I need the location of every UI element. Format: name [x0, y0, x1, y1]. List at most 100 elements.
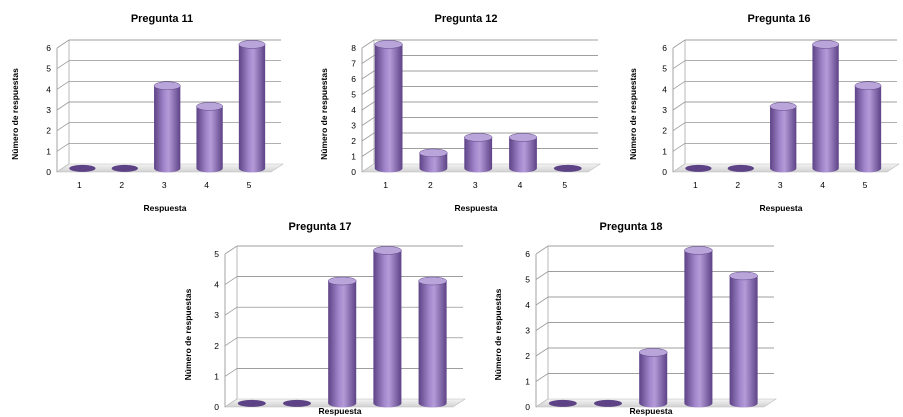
- grid-depth: [361, 117, 375, 126]
- grid-depth: [672, 39, 686, 49]
- y-tick-label: 5: [214, 249, 219, 259]
- grid-depth: [361, 55, 375, 64]
- x-tick-label: 5: [863, 180, 868, 190]
- x-tick-label: 1: [557, 415, 562, 417]
- y-tick-label: 1: [662, 146, 667, 156]
- x-tick-label: 5: [247, 180, 252, 190]
- bar-base: [282, 399, 312, 407]
- grid-depth: [672, 81, 686, 90]
- bar: [548, 399, 577, 407]
- bar: [111, 164, 138, 172]
- y-tick-label: 2: [525, 351, 530, 361]
- bar-top: [418, 276, 447, 286]
- x-tick-label: 5: [562, 180, 567, 190]
- bar-body: [196, 106, 223, 173]
- bar: [685, 164, 712, 172]
- bar: [238, 40, 266, 173]
- bar-top: [238, 40, 266, 49]
- y-tick-label: 6: [351, 74, 356, 84]
- y-tick-label: 5: [525, 275, 530, 285]
- x-tick-label: 4: [693, 415, 698, 417]
- bar-base: [237, 399, 266, 407]
- y-tick-label: 0: [46, 167, 51, 177]
- bar: [464, 133, 493, 173]
- bar-body: [854, 85, 882, 173]
- y-tick-label: 5: [662, 64, 667, 74]
- x-axis-label: Respuesta: [455, 203, 498, 213]
- x-tick-label: 4: [820, 180, 825, 190]
- bar: [812, 40, 839, 173]
- y-tick-label: 0: [351, 167, 356, 177]
- bar: [854, 81, 882, 173]
- bar-top: [373, 246, 402, 255]
- y-tick-label: 5: [46, 64, 51, 74]
- bar-body: [328, 281, 357, 408]
- bar-body: [154, 85, 181, 173]
- x-tick-label: 2: [735, 180, 740, 190]
- y-tick-label: 4: [214, 280, 219, 290]
- bar-body: [464, 137, 493, 173]
- y-tick-label: 1: [214, 371, 219, 381]
- bar-base: [111, 164, 138, 172]
- chart-title: Pregunta 17: [289, 221, 352, 233]
- grid-depth: [361, 148, 375, 157]
- y-tick-label: 4: [662, 84, 667, 94]
- chart-title: Pregunta 12: [435, 13, 498, 25]
- y-axis-label: Número de respuestas: [319, 68, 329, 160]
- x-tick-label: 2: [603, 415, 608, 417]
- x-axis-label: Respuesta: [144, 203, 187, 213]
- bar-body: [373, 250, 402, 408]
- grid-depth: [672, 101, 686, 111]
- x-axis-label: Respuesta: [630, 406, 673, 416]
- bar: [727, 164, 754, 172]
- y-tick-label: 1: [525, 377, 530, 387]
- bar-top: [769, 102, 797, 111]
- y-tick-label: 2: [351, 136, 356, 146]
- bar: [684, 246, 713, 408]
- chart-5: Pregunta 18 Respuesta Número de respuestas…: [493, 221, 777, 417]
- x-tick-label: 1: [246, 415, 251, 417]
- grid-depth: [535, 322, 549, 331]
- chart-1: Pregunta 11 Respuesta Número de respuestas…: [10, 13, 284, 213]
- chart-2: Pregunta 12 Respuesta Número de respuestas…: [319, 13, 601, 213]
- y-tick-label: 0: [214, 402, 219, 412]
- chart-title: Pregunta 11: [131, 13, 193, 25]
- chart-4: Pregunta 17 Respuesta Número de respuestas…: [183, 221, 466, 417]
- y-tick-label: 8: [351, 43, 356, 53]
- bar: [69, 164, 96, 172]
- x-tick-label: 5: [738, 415, 743, 417]
- y-axis-label: Número de respuestas: [628, 68, 638, 160]
- bar: [237, 399, 266, 407]
- bar: [638, 348, 668, 408]
- grid-depth: [56, 60, 70, 69]
- y-tick-label: 4: [46, 84, 51, 94]
- bar: [374, 40, 403, 173]
- x-tick-label: 3: [778, 180, 783, 190]
- bar-base: [553, 164, 582, 172]
- grid-depth: [56, 101, 70, 111]
- y-tick-label: 7: [351, 59, 356, 69]
- y-tick-label: 4: [525, 300, 530, 310]
- grid-depth: [672, 60, 686, 69]
- chart-title: Pregunta 18: [600, 221, 663, 233]
- bar: [153, 81, 181, 173]
- bar: [418, 276, 447, 408]
- y-tick-label: 2: [214, 341, 219, 351]
- grid-depth: [224, 245, 238, 255]
- grid-depth: [535, 373, 549, 382]
- y-tick-label: 3: [214, 310, 219, 320]
- bar-body: [639, 352, 668, 408]
- bar: [373, 246, 402, 408]
- bar: [553, 164, 582, 172]
- y-axis-label: Número de respuestas: [493, 288, 503, 380]
- bar-base: [685, 164, 712, 172]
- bar: [593, 399, 623, 407]
- y-tick-label: 6: [525, 249, 530, 259]
- x-tick-label: 1: [693, 180, 698, 190]
- bar-base: [69, 164, 96, 172]
- y-tick-label: 3: [662, 105, 667, 115]
- bar-top: [374, 40, 403, 49]
- bar-top: [327, 276, 357, 286]
- y-tick-label: 3: [525, 326, 530, 336]
